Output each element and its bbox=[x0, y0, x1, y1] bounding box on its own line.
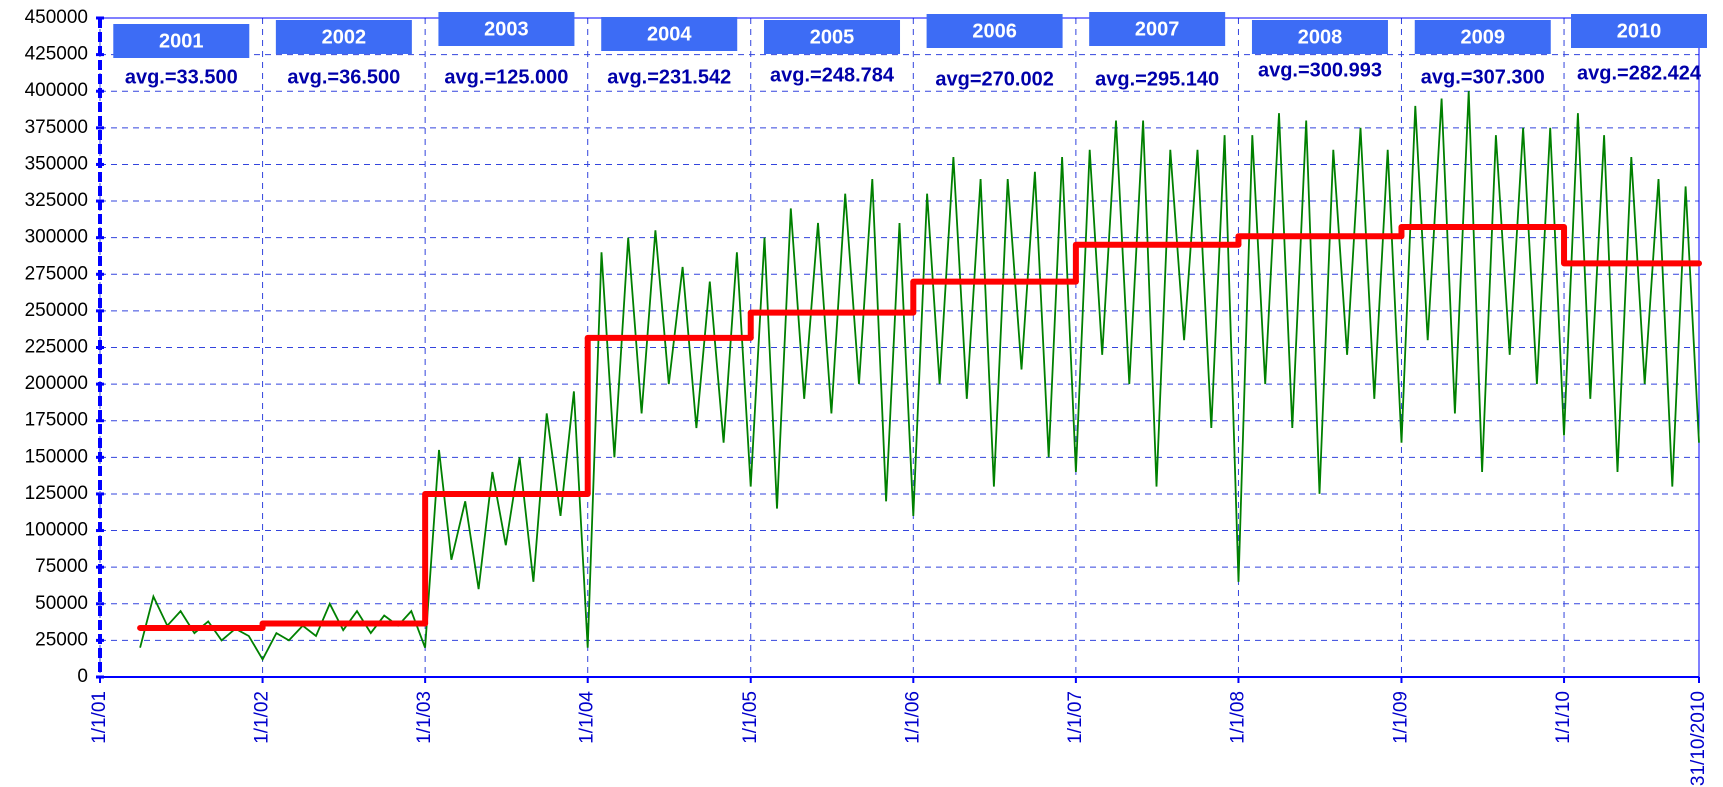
y-tick-label: 50000 bbox=[35, 593, 88, 614]
y-tick-label: 375000 bbox=[25, 117, 88, 138]
y-tick-label: 200000 bbox=[25, 373, 88, 394]
y-tick-label: 100000 bbox=[25, 520, 88, 541]
y-tick-label: 250000 bbox=[25, 300, 88, 321]
average-label: avg.=33.500 bbox=[125, 66, 238, 88]
y-tick-label: 300000 bbox=[25, 227, 88, 248]
x-tick-label: 1/1/05 bbox=[740, 691, 761, 744]
year-label: 2006 bbox=[972, 20, 1017, 42]
average-label: avg.=282.424 bbox=[1577, 62, 1702, 84]
x-tick-label: 1/1/04 bbox=[577, 691, 598, 744]
year-box bbox=[275, 20, 412, 54]
y-tick-label: 0 bbox=[77, 666, 88, 687]
y-tick-label: 400000 bbox=[25, 80, 88, 101]
y-tick-label: 325000 bbox=[25, 190, 88, 211]
x-tick-label: 1/1/07 bbox=[1065, 691, 1086, 744]
year-box bbox=[1414, 20, 1551, 54]
y-tick-label: 125000 bbox=[25, 483, 88, 504]
x-tick-label: 31/10/2010 bbox=[1688, 691, 1709, 786]
y-tick-label: 150000 bbox=[25, 446, 88, 467]
average-label: avg.=248.784 bbox=[770, 64, 895, 86]
y-tick-label: 225000 bbox=[25, 337, 88, 358]
x-tick-label: 1/1/09 bbox=[1390, 691, 1411, 744]
y-tick-label: 175000 bbox=[25, 410, 88, 431]
year-label: 2004 bbox=[647, 23, 692, 45]
average-label: avg.=231.542 bbox=[607, 66, 731, 88]
year-box bbox=[1251, 20, 1388, 54]
year-box bbox=[601, 17, 738, 51]
year-label: 2003 bbox=[484, 18, 529, 40]
average-label: avg.=36.500 bbox=[287, 66, 400, 88]
year-label: 2002 bbox=[322, 26, 367, 48]
year-box bbox=[113, 24, 250, 58]
year-label: 2001 bbox=[159, 30, 204, 52]
x-tick-label: 1/1/08 bbox=[1227, 691, 1248, 744]
average-label: avg.=295.140 bbox=[1095, 68, 1219, 90]
average-label: avg=270.002 bbox=[935, 68, 1053, 90]
y-tick-label: 350000 bbox=[25, 153, 88, 174]
year-box bbox=[1089, 12, 1226, 46]
average-label: avg.=300.993 bbox=[1258, 59, 1382, 81]
x-tick-label: 1/1/10 bbox=[1553, 691, 1574, 744]
y-tick-label: 25000 bbox=[35, 629, 88, 650]
average-label: avg.=125.000 bbox=[444, 66, 568, 88]
year-label: 2008 bbox=[1298, 26, 1343, 48]
data-line bbox=[139, 91, 1700, 662]
year-label: 2005 bbox=[810, 26, 855, 48]
y-tick-label: 75000 bbox=[35, 556, 88, 577]
y-tick-label: 450000 bbox=[25, 7, 88, 28]
year-label: 2010 bbox=[1617, 20, 1662, 42]
y-tick-label: 275000 bbox=[25, 263, 88, 284]
year-box bbox=[764, 20, 901, 54]
year-label: 2007 bbox=[1135, 18, 1180, 40]
year-box bbox=[1571, 14, 1707, 48]
average-label: avg.=307.300 bbox=[1421, 66, 1545, 88]
x-tick-label: 1/1/02 bbox=[252, 691, 273, 744]
y-tick-label: 425000 bbox=[25, 44, 88, 65]
x-tick-label: 1/1/03 bbox=[414, 691, 435, 744]
x-tick-label: 1/1/06 bbox=[902, 691, 923, 744]
x-tick-label: 1/1/01 bbox=[89, 691, 110, 744]
year-label: 2009 bbox=[1461, 26, 1506, 48]
year-box bbox=[926, 14, 1063, 48]
year-box bbox=[438, 12, 575, 46]
